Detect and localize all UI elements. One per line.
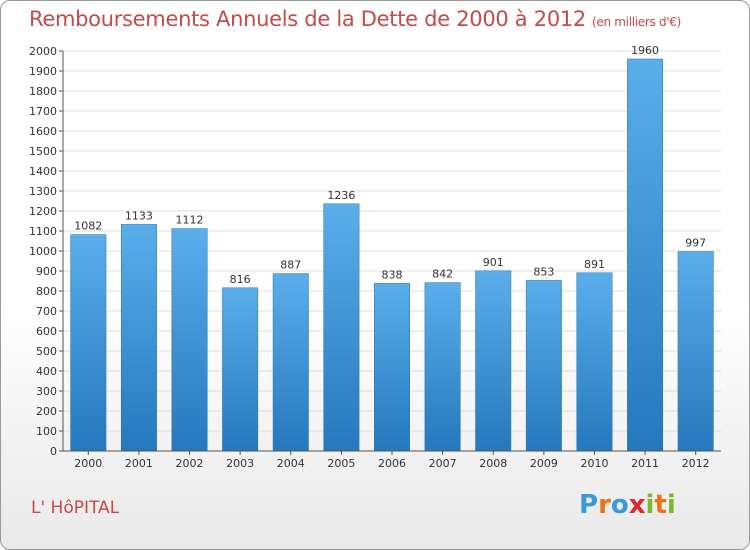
x-tick-label: 2000 — [74, 457, 102, 470]
y-tick-label: 200 — [36, 405, 57, 418]
x-tick-label: 2011 — [631, 457, 659, 470]
bar-value-label: 1133 — [125, 209, 153, 222]
bar — [222, 287, 259, 452]
y-tick-label: 800 — [36, 285, 57, 298]
x-tick-label: 2010 — [580, 457, 608, 470]
y-tick-label: 1600 — [29, 125, 57, 138]
y-tick-label: 500 — [36, 345, 57, 358]
y-tick-label: 1800 — [29, 85, 57, 98]
y-tick-label: 900 — [36, 265, 57, 278]
logo-letter: r — [598, 490, 611, 520]
bar — [120, 224, 157, 452]
x-tick-label: 2007 — [429, 457, 457, 470]
bar — [272, 273, 309, 452]
bar-value-label: 842 — [432, 268, 453, 281]
logo-letter: i — [666, 490, 676, 520]
y-tick-label: 1500 — [29, 145, 57, 158]
chart-subtitle: (en milliers d'€) — [592, 15, 682, 29]
logo-letter: o — [610, 490, 629, 520]
x-tick-label: 2006 — [378, 457, 406, 470]
y-tick-label: 1400 — [29, 165, 57, 178]
proxiti-logo: Proxiti — [579, 490, 676, 520]
x-tick-label: 2012 — [682, 457, 710, 470]
y-tick-label: 1100 — [29, 225, 57, 238]
logo-letter: P — [579, 490, 599, 520]
bar-value-label: 1082 — [74, 220, 102, 233]
bars — [70, 58, 714, 452]
y-tick-label: 1300 — [29, 185, 57, 198]
bar — [374, 283, 410, 452]
x-tick-label: 2003 — [226, 457, 254, 470]
y-tick-label: 600 — [36, 325, 57, 338]
x-axis-ticks: 2000 2001 2002 2003 2004 2005 2006 2007 2008 2009… — [74, 451, 710, 470]
bar-value-label: 853 — [533, 265, 554, 278]
y-axis-ticks: 0 100 200 300 400 500 600 700 800 900 1000 1100 1200… — [29, 45, 63, 458]
bar-value-label: 891 — [584, 258, 605, 271]
bar — [627, 58, 664, 452]
bar-value-label: 816 — [230, 273, 251, 286]
bar — [525, 280, 562, 452]
logo-letter: x — [628, 490, 646, 520]
y-tick-label: 1000 — [29, 245, 57, 258]
x-tick-label: 2002 — [176, 457, 204, 470]
town-name: L' HôPITAL — [31, 498, 120, 518]
bar-value-labels: 1082 1133 1112 816 887 1236 838 842 901 853 891 196… — [74, 44, 706, 286]
bar-value-label: 838 — [382, 268, 403, 281]
y-tick-label: 300 — [36, 385, 57, 398]
bar — [323, 203, 360, 452]
bar-value-label: 901 — [483, 256, 504, 269]
y-tick-label: 100 — [36, 425, 57, 438]
bar-value-label: 887 — [280, 259, 301, 272]
y-tick-label: 400 — [36, 365, 57, 378]
bar — [576, 272, 613, 452]
y-tick-label: 1900 — [29, 65, 57, 78]
y-tick-label: 700 — [36, 305, 57, 318]
bar-value-label: 997 — [685, 237, 706, 250]
logo-letter: t — [654, 490, 667, 520]
bar — [424, 282, 461, 452]
x-tick-label: 2008 — [479, 457, 507, 470]
bar-value-label: 1236 — [327, 189, 355, 202]
bar — [70, 234, 107, 452]
y-tick-label: 1700 — [29, 105, 57, 118]
bar — [475, 270, 512, 452]
y-tick-label: 1200 — [29, 205, 57, 218]
bar — [677, 251, 714, 452]
bar — [171, 228, 208, 452]
bar-value-label: 1112 — [176, 214, 204, 227]
bar-value-label: 1960 — [631, 44, 659, 57]
logo-letter: i — [645, 490, 655, 520]
chart-title: Remboursements Annuels de la Dette de 20… — [29, 7, 682, 31]
y-tick-label: 2000 — [29, 45, 57, 58]
x-tick-label: 2001 — [125, 457, 153, 470]
x-tick-label: 2009 — [530, 457, 558, 470]
x-tick-label: 2005 — [327, 457, 355, 470]
x-tick-label: 2004 — [277, 457, 305, 470]
y-tick-label: 0 — [50, 445, 57, 458]
